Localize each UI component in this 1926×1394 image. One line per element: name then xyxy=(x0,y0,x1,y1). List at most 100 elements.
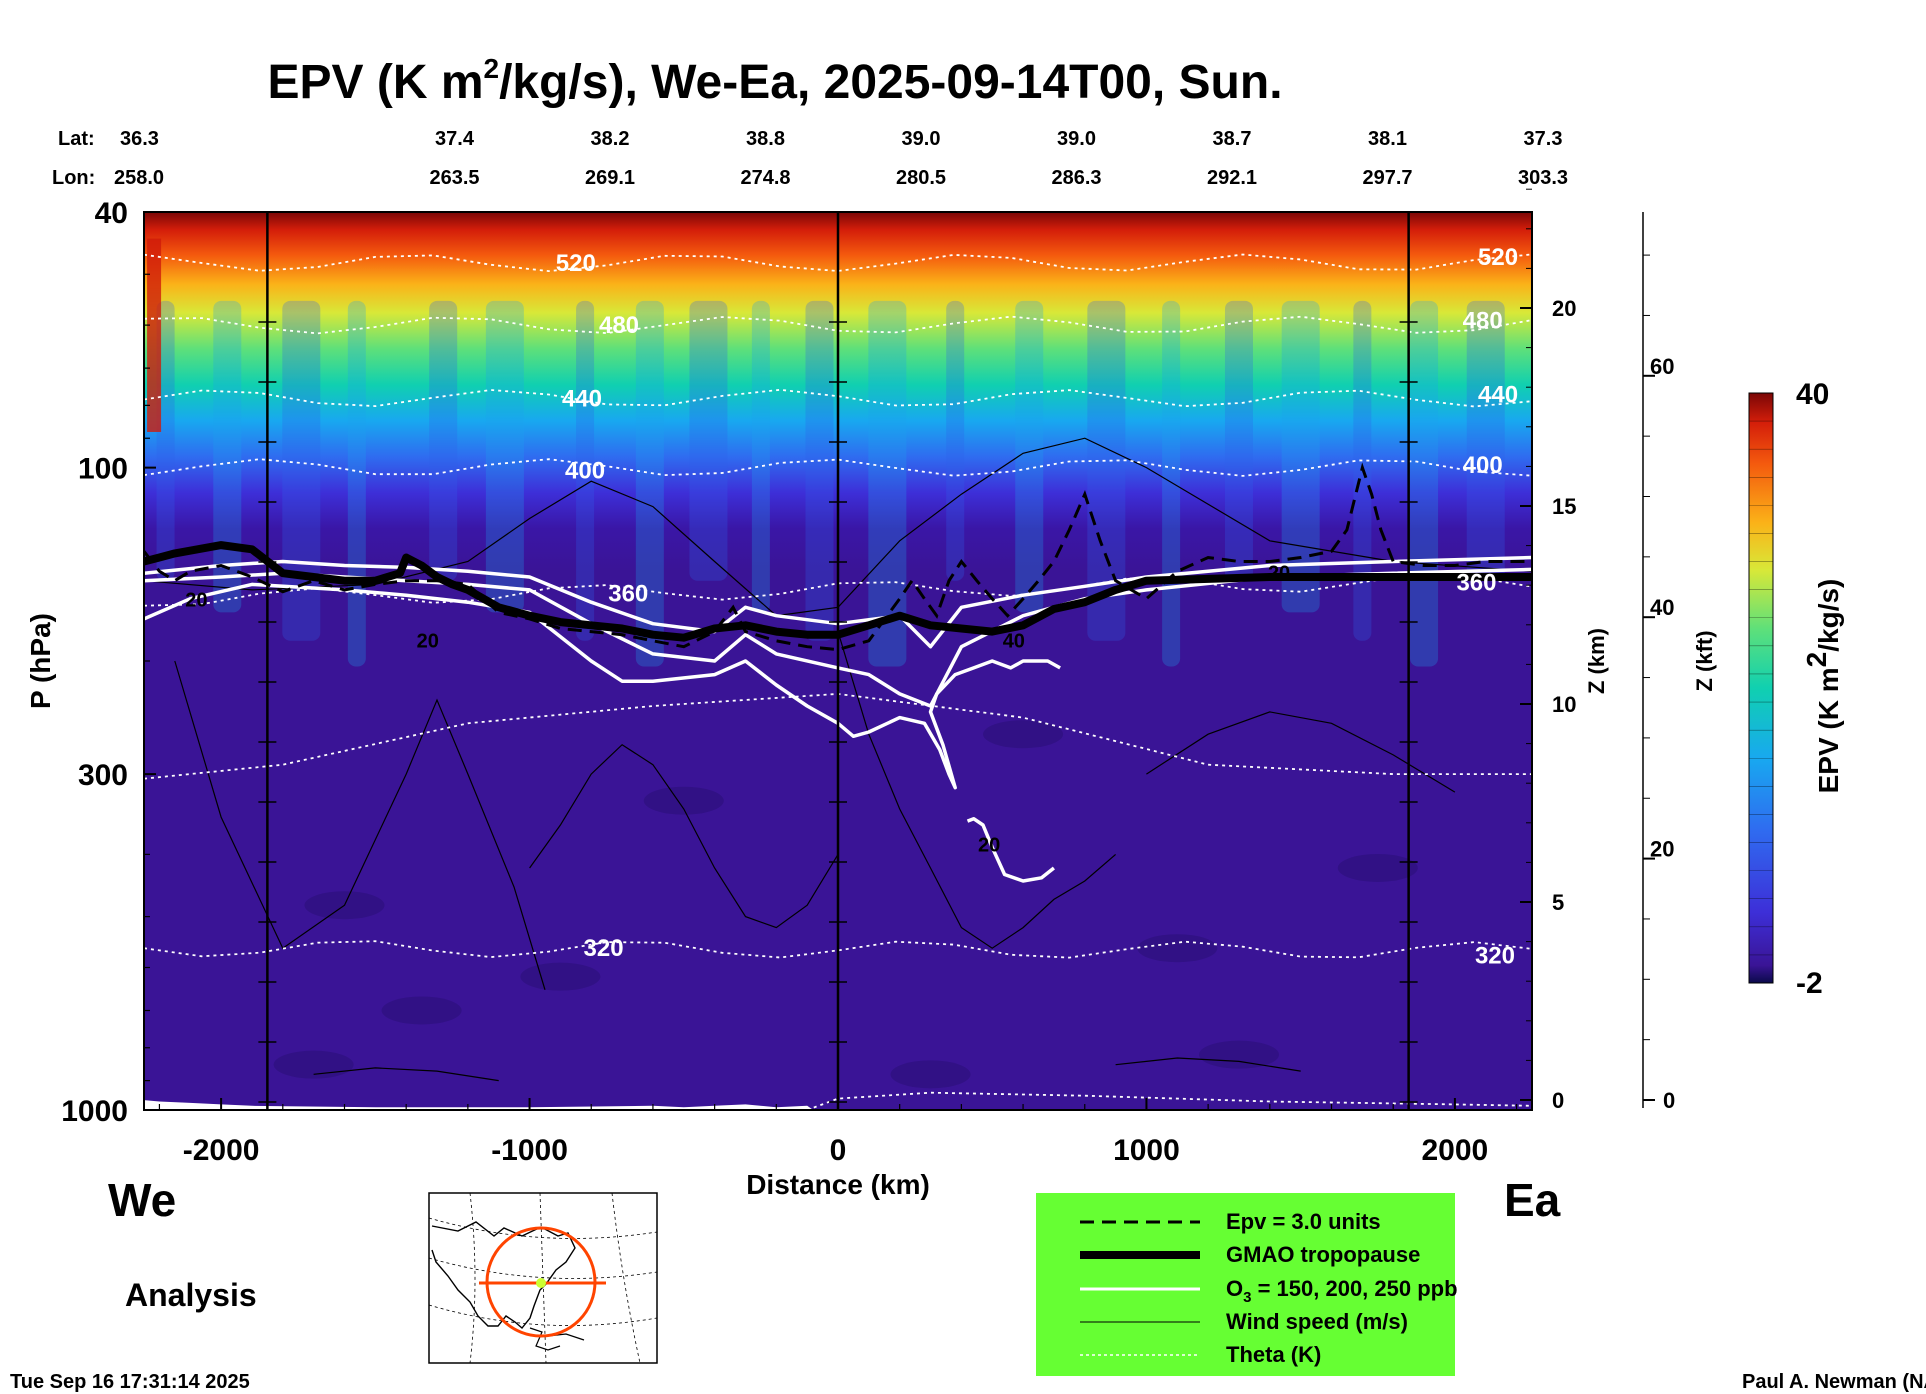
lon-value: 303.3 xyxy=(1518,167,1568,189)
y-tick-label: 1000 xyxy=(61,1095,128,1128)
wind-contour xyxy=(837,631,1116,949)
epv-patch xyxy=(890,1060,971,1089)
wind-contour xyxy=(144,437,1532,617)
zkft-tick-label: 60 xyxy=(1650,354,1674,379)
epv-streak xyxy=(1087,300,1126,641)
inset-center-marker xyxy=(536,1278,546,1288)
wind-label: 20 xyxy=(1268,562,1290,584)
zkft-tick-label: 40 xyxy=(1650,595,1674,620)
x-axis: -2000 -1000 0 1000 2000 xyxy=(158,1098,1518,1167)
y-tick-label: 100 xyxy=(78,453,128,486)
x-tick-label: -2000 xyxy=(183,1134,260,1167)
legend-label-wind: Wind speed (m/s) xyxy=(1226,1309,1408,1334)
wind-contour xyxy=(529,743,839,929)
lon-value: 263.5 xyxy=(429,167,479,189)
legend-label-epv: Epv = 3.0 units xyxy=(1226,1209,1381,1234)
timestamp: Tue Sep 16 17:31:14 2025 xyxy=(10,1371,250,1393)
z-km-label: Z (km) xyxy=(1584,628,1609,694)
colorbar-ticks xyxy=(1749,392,1773,984)
epv-streak xyxy=(147,238,162,432)
chart-title: EPV (K m2/kg/s), We-Ea, 2025-09-14T00, S… xyxy=(267,53,1282,109)
inset-map xyxy=(428,1192,658,1364)
theta-label: 320 xyxy=(1475,943,1515,970)
credit: Paul A. Newman (NASA xyxy=(1742,1371,1926,1393)
y-axis: 40 100 300 1000 xyxy=(61,197,156,1128)
wind-contour xyxy=(1146,711,1456,793)
epv-patch xyxy=(983,720,1064,749)
epv-streak xyxy=(156,300,175,581)
theta-labels: 520 480 440 400 360 320 520 480 440 400 360 320 xyxy=(556,244,1518,970)
epv-streak xyxy=(347,300,366,667)
epv-streak xyxy=(1162,300,1181,667)
lat-value: 37.3 xyxy=(1524,128,1563,150)
theta-label: 520 xyxy=(1478,244,1518,271)
epv-streak xyxy=(635,300,664,667)
wind-label: 40 xyxy=(1003,630,1025,652)
theta-contour-480 xyxy=(144,315,1532,335)
zkm-tick-label: 5 xyxy=(1552,890,1564,915)
wind-contour xyxy=(1115,1057,1301,1072)
lon-value: 292.1 xyxy=(1207,167,1257,189)
epv-streak xyxy=(751,300,770,613)
ozone-contour-250 xyxy=(144,582,1061,790)
inset-graticule xyxy=(428,1192,658,1364)
theta-contour-320 xyxy=(144,940,1532,959)
epv-streak xyxy=(946,300,965,581)
wind-label: 20 xyxy=(417,630,439,652)
theta-label: 320 xyxy=(584,935,624,962)
waypoint-lines xyxy=(258,212,1418,1110)
colorbar-max-label: 40 xyxy=(1796,378,1829,411)
z-kft-axis: 0 20 40 60 xyxy=(1642,212,1675,1113)
legend: Epv = 3.0 units GMAO tropopause O3 = 150… xyxy=(1036,1193,1458,1376)
epv-streak xyxy=(1410,300,1439,667)
epv-streak xyxy=(1466,300,1505,581)
colorbar-min-label: -2 xyxy=(1796,967,1823,1000)
west-label: We xyxy=(108,1174,176,1226)
lat-value: 38.7 xyxy=(1213,128,1252,150)
y-axis-label: P (hPa) xyxy=(25,613,56,709)
wind-contour xyxy=(313,1067,499,1082)
wind-speed-contours xyxy=(144,437,1532,1082)
wind-label: 20 xyxy=(185,590,207,612)
lon-value: 280.5 xyxy=(896,167,946,189)
zkm-tick-label: 15 xyxy=(1552,494,1576,519)
lon-value: 258.0 xyxy=(114,167,164,189)
theta-label: 360 xyxy=(608,580,648,607)
theta-label: 400 xyxy=(565,457,605,484)
legend-label-tropopause: GMAO tropopause xyxy=(1226,1242,1420,1267)
x-tick-label: 2000 xyxy=(1422,1134,1489,1167)
theta-contour-440 xyxy=(144,388,1532,408)
epv-patch xyxy=(520,962,601,991)
epv-low-patches xyxy=(273,720,1418,1089)
y-tick-label: 40 xyxy=(95,197,128,230)
epv-3-contour xyxy=(144,462,1532,652)
wind-contour xyxy=(174,660,546,990)
x-axis-label: Distance (km) xyxy=(746,1169,930,1200)
theta-label: 480 xyxy=(1463,307,1503,334)
zkm-tick-label: 0 xyxy=(1552,1088,1564,1113)
epv-streaks xyxy=(147,238,1505,667)
epv-streak xyxy=(282,300,321,641)
inset-coastline xyxy=(431,1221,576,1330)
epv-patch xyxy=(1198,1040,1279,1069)
epv-patch xyxy=(381,996,462,1025)
lon-value: 297.7 xyxy=(1362,167,1412,189)
z-kft-label: Z (kft) xyxy=(1692,630,1717,691)
wind-label: 20 xyxy=(978,835,1000,857)
surface-mask xyxy=(144,1100,1532,1110)
x-tick-label: 0 xyxy=(830,1134,847,1167)
theta-label: 400 xyxy=(1463,452,1503,479)
theta-label: 480 xyxy=(599,312,639,339)
epv-streak xyxy=(429,300,458,581)
lon-value: 274.8 xyxy=(740,167,790,189)
theta-contour-360 xyxy=(144,573,1532,607)
zkm-tick-label: 10 xyxy=(1552,692,1576,717)
epv-streak xyxy=(576,300,595,641)
lat-value: 39.0 xyxy=(902,128,941,150)
legend-label-theta: Theta (K) xyxy=(1226,1342,1321,1367)
lon-value: 269.1 xyxy=(585,167,635,189)
east-label: Ea xyxy=(1504,1174,1561,1226)
epv-streak xyxy=(213,300,242,613)
